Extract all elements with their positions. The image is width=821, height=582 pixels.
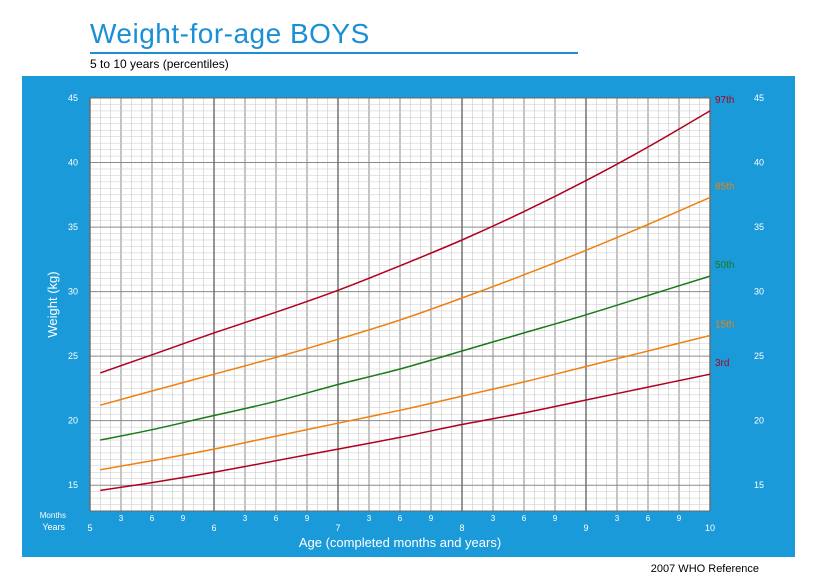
months-row-label: Months bbox=[40, 511, 66, 520]
y-axis-label: Weight (kg) bbox=[45, 271, 60, 337]
y-tick-label-left: 15 bbox=[68, 480, 78, 490]
series-label-50th: 50th bbox=[715, 260, 734, 271]
series-label-97th: 97th bbox=[715, 95, 734, 106]
series-line-3rd bbox=[100, 373, 711, 492]
x-month-tick-label: 9 bbox=[429, 514, 434, 523]
y-tick-label-right: 20 bbox=[754, 416, 764, 426]
y-tick-label-right: 45 bbox=[754, 93, 764, 103]
series-line-85th bbox=[100, 196, 711, 406]
reference-note: 2007 WHO Reference bbox=[650, 563, 759, 575]
x-month-tick-label: 9 bbox=[677, 514, 682, 523]
x-month-tick-label: 6 bbox=[274, 514, 279, 523]
series-line-15th bbox=[100, 334, 711, 471]
title-underline bbox=[90, 52, 578, 54]
series-label-3rd: 3rd bbox=[715, 358, 729, 369]
chart-subtitle: 5 to 10 years (percentiles) bbox=[90, 57, 229, 71]
x-year-tick-label: 8 bbox=[459, 523, 464, 533]
series-line-50th bbox=[100, 275, 711, 441]
series-label-85th: 85th bbox=[715, 181, 734, 192]
y-tick-label-right: 40 bbox=[754, 158, 764, 168]
y-tick-label-left: 35 bbox=[68, 222, 78, 232]
x-month-tick-label: 9 bbox=[181, 514, 186, 523]
x-month-tick-label: 9 bbox=[305, 514, 310, 523]
grid bbox=[89, 97, 711, 512]
percentile-curves bbox=[100, 110, 711, 492]
plot-border bbox=[89, 97, 711, 512]
y-tick-label-left: 20 bbox=[68, 416, 78, 426]
x-month-tick-label: 3 bbox=[243, 514, 248, 523]
chart-panel: 97th 85th 50th 15th 3rd 15 15 20 20 25 25 30 30 35 35 4… bbox=[22, 76, 795, 557]
years-row-label: Years bbox=[42, 522, 65, 532]
x-month-tick-label: 6 bbox=[398, 514, 403, 523]
x-month-tick-label: 3 bbox=[491, 514, 496, 523]
y-tick-label-left: 30 bbox=[68, 287, 78, 297]
y-tick-label-left: 25 bbox=[68, 351, 78, 361]
chart-title: Weight-for-age BOYS bbox=[90, 18, 370, 49]
y-tick-label-right: 30 bbox=[754, 287, 764, 297]
x-month-tick-label: 3 bbox=[615, 514, 620, 523]
x-month-tick-label: 9 bbox=[553, 514, 558, 523]
x-axis-label: Age (completed months and years) bbox=[299, 535, 501, 550]
y-tick-label-right: 35 bbox=[754, 222, 764, 232]
x-month-tick-label: 3 bbox=[367, 514, 372, 523]
y-tick-label-left: 40 bbox=[68, 158, 78, 168]
y-tick-label-right: 15 bbox=[754, 480, 764, 490]
x-year-tick-label: 9 bbox=[583, 523, 588, 533]
y-tick-label-right: 25 bbox=[754, 351, 764, 361]
x-year-tick-label: 7 bbox=[335, 523, 340, 533]
x-year-tick-label: 6 bbox=[211, 523, 216, 533]
y-tick-label-left: 45 bbox=[68, 93, 78, 103]
x-year-tick-label: 10 bbox=[705, 523, 715, 533]
series-label-15th: 15th bbox=[715, 319, 734, 330]
x-month-tick-label: 6 bbox=[646, 514, 651, 523]
x-month-tick-label: 3 bbox=[119, 514, 124, 523]
x-year-tick-label: 5 bbox=[87, 523, 92, 533]
x-month-tick-label: 6 bbox=[522, 514, 527, 523]
series-line-97th bbox=[100, 110, 711, 374]
x-month-tick-label: 6 bbox=[150, 514, 155, 523]
